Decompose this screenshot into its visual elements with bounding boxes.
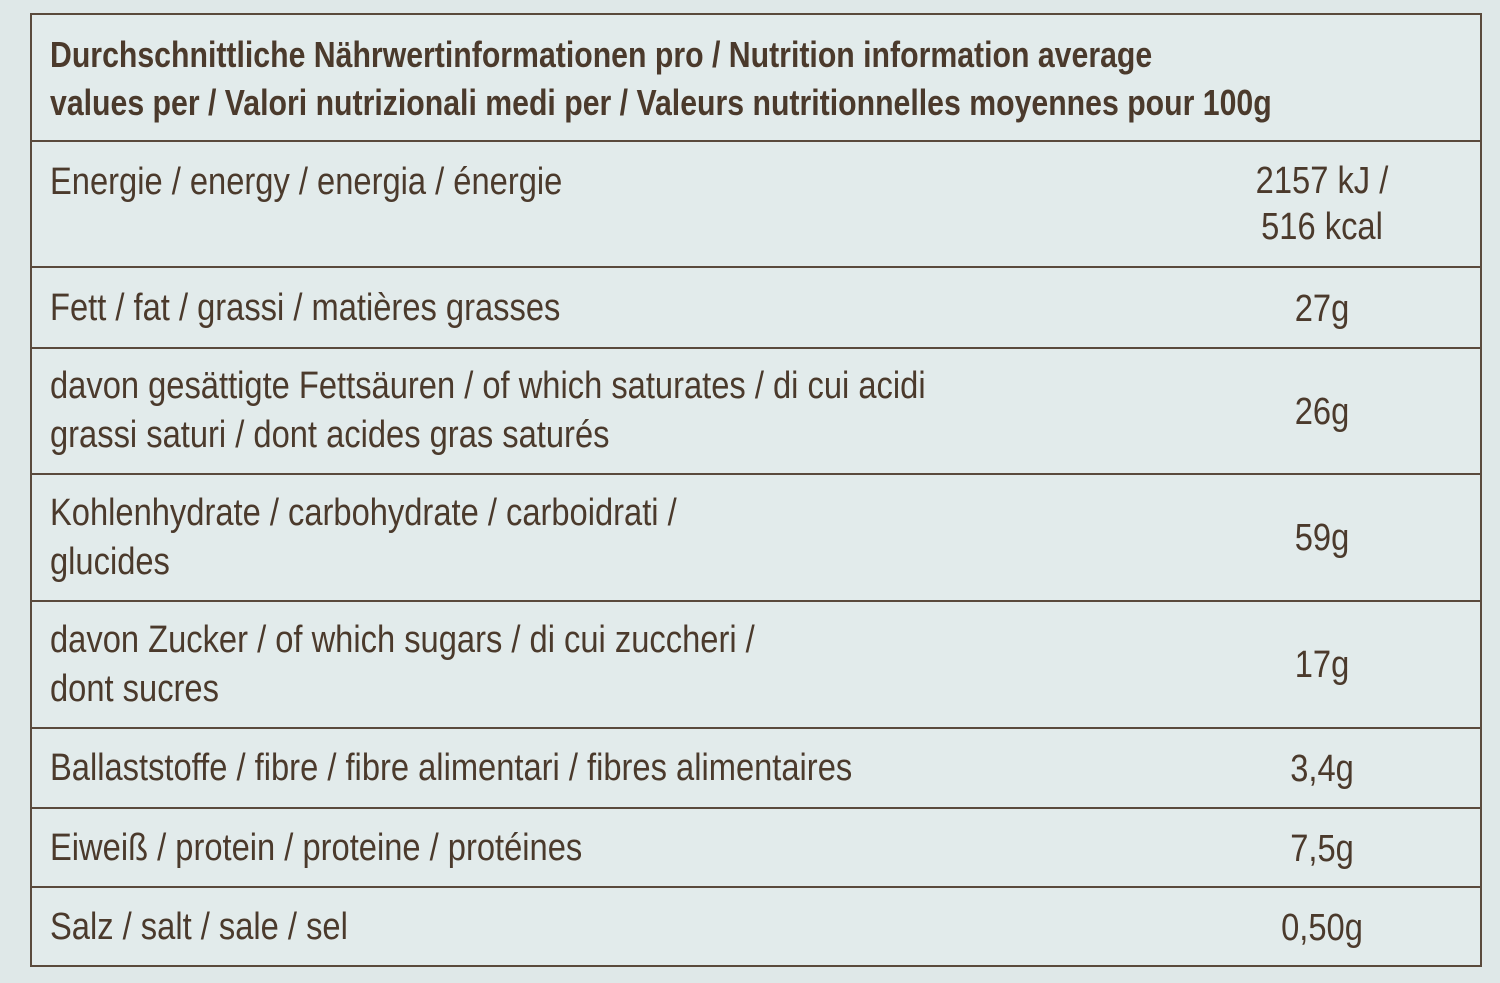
row-label: Eiweiß / protein / proteine / protéines [50,827,583,869]
header-line: Durchschnittliche Nährwertinformationen … [50,34,1153,75]
header-line: values per / Valori nutrizionali medi pe… [50,82,1272,123]
table-row-saturates: davon gesättigte Fettsäuren / of which s… [32,349,1480,475]
table-row-carbohydrate: Kohlenhydrate / carbohydrate / carboidra… [32,475,1480,602]
row-label: Fett / fat / grassi / matières grasses [50,287,561,329]
label-line: dont sucres [50,668,219,710]
row-value: 26g [1294,391,1350,433]
nutrition-table: Durchschnittliche Nährwertinformationen … [30,13,1482,967]
label-line: glucides [50,541,170,583]
table-row-sugars: davon Zucker / of which sugars / di cui … [32,602,1480,729]
row-value: 27g [1294,288,1350,330]
value-line: 2157 kJ / [1255,160,1389,202]
value-line: 516 kcal [1261,206,1383,248]
row-value: 0,50g [1281,907,1363,949]
label-line: davon Zucker / of which sugars / di cui … [50,619,755,661]
row-label: davon Zucker / of which sugars / di cui … [50,616,755,714]
header-title: Durchschnittliche Nährwertinformationen … [50,31,1272,127]
row-label: Ballaststoffe / fibre / fibre alimentari… [50,747,853,789]
table-row-salt: Salz / salt / sale / sel 0,50g [32,888,1480,967]
table-row-fibre: Ballaststoffe / fibre / fibre alimentari… [32,729,1480,809]
row-value: 59g [1294,517,1350,559]
table-header: Durchschnittliche Nährwertinformationen … [32,15,1480,142]
table-row-protein: Eiweiß / protein / proteine / protéines … [32,809,1480,888]
row-value: 2157 kJ / 516 kcal [1236,158,1408,250]
row-value: 17g [1294,644,1350,686]
row-label: davon gesättigte Fettsäuren / of which s… [50,362,926,460]
table-row-fat: Fett / fat / grassi / matières grasses 2… [32,268,1480,349]
label-line: davon gesättigte Fettsäuren / of which s… [50,365,926,407]
label-line: grassi saturi / dont acides gras saturés [50,414,610,456]
row-value: 7,5g [1290,828,1354,870]
table-row-energy: Energie / energy / energia / énergie 215… [32,142,1480,268]
row-label: Energie / energy / energia / énergie [50,161,563,203]
row-label: Salz / salt / sale / sel [50,906,348,948]
label-line: Kohlenhydrate / carbohydrate / carboidra… [50,492,677,534]
row-label: Kohlenhydrate / carbohydrate / carboidra… [50,489,677,587]
row-value: 3,4g [1290,748,1354,790]
